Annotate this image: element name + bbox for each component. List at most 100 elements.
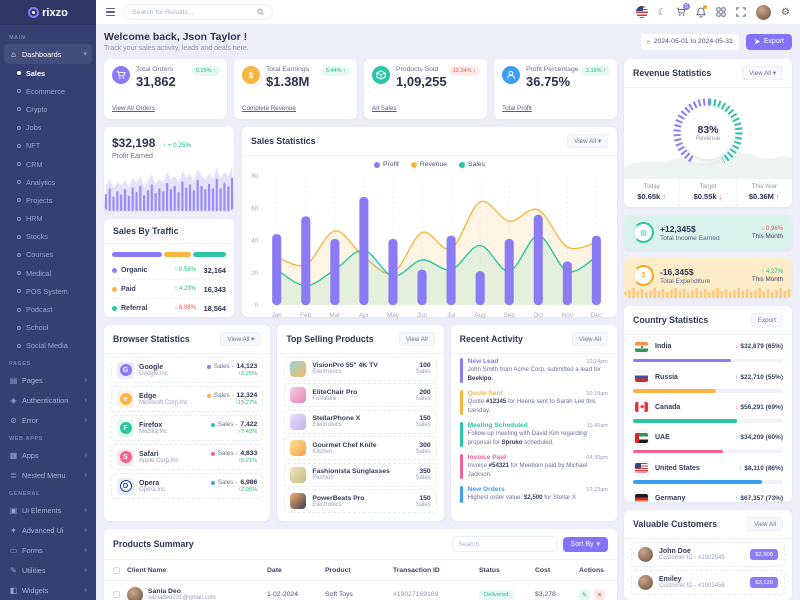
sidebar-subitem-ecommerce[interactable]: Ecommerce [0, 82, 96, 100]
sidebar-subitem-crm[interactable]: CRM [0, 155, 96, 173]
country-export-button[interactable]: Export [750, 313, 783, 327]
sort-by-button[interactable]: Sort By ▾ [562, 536, 608, 552]
sidebar-subitem-nft[interactable]: NFT [0, 137, 96, 155]
sidebar-item-ui-elements[interactable]: ▣ Ui Elements › [0, 500, 96, 520]
revenue-stat-label: This Year [751, 184, 777, 190]
safari-icon: S [117, 448, 134, 466]
traffic-change: ↓ 6.88% [174, 305, 196, 311]
sidebar-item-utilities[interactable]: ✎ Utilities › [0, 560, 96, 580]
apps-grid-icon[interactable] [716, 7, 726, 17]
stat-link[interactable]: Complete Revenue [242, 105, 296, 112]
customer-amount-badge: $2,908 [750, 549, 778, 560]
product-sales-count: 100 [419, 362, 431, 369]
sidebar-subitem-medical[interactable]: Medical [0, 264, 96, 282]
sidebar-item-authentication[interactable]: ◈ Authentication › [0, 390, 96, 410]
customers-view-all-button[interactable]: View All [747, 517, 783, 531]
header-checkbox[interactable] [113, 566, 120, 574]
sidebar-item-widgets[interactable]: ◧ Widgets › [0, 580, 96, 600]
browser-row-google[interactable]: G Google Google,Inc Sales - 14,123 ↑3.25% [111, 357, 264, 383]
dollar-icon: $ [242, 66, 260, 84]
trend-arrow-icon: ↑ [662, 192, 667, 201]
global-search[interactable] [123, 4, 273, 20]
bullet-icon [17, 252, 21, 257]
stat-link[interactable]: View All Orders [112, 105, 155, 112]
sidebar-item-nested-menu[interactable]: ≣ Nested Menu › [0, 465, 96, 485]
sidebar-subitem-label: Podcast [26, 305, 53, 315]
product-row[interactable]: Gourmet Chef Knife Kitchen 300 Sales [284, 436, 437, 460]
revenue-view-all-button[interactable]: View All ▾ [742, 66, 783, 80]
stat-link[interactable]: Total Profit [502, 105, 532, 112]
edit-icon[interactable]: ✎ [579, 589, 590, 600]
bullet-icon [17, 162, 21, 167]
browser-row-opera[interactable]: O Opera Opera,Inc Sales - 6,986 ↑2.95% [111, 473, 264, 499]
top-products-view-all-button[interactable]: View All [398, 332, 435, 346]
country-name: United States [655, 464, 700, 472]
sidebar-subitem-hrm[interactable]: HRM [0, 210, 96, 228]
browser-company: Opera,Inc [139, 486, 166, 493]
column-header: Client Name [127, 566, 167, 574]
sidebar-subitem-jobs[interactable]: Jobs [0, 119, 96, 137]
export-button[interactable]: Export [745, 33, 792, 50]
product-row[interactable]: EliteChair Pro Furniture 200 Sales [284, 383, 437, 407]
sidebar-item-advanced-ui[interactable]: ✦ Advanced Ui › [0, 520, 96, 540]
date-range-picker[interactable]: 2024-05-01 to 2024-05-31 [639, 32, 740, 51]
cart-icon[interactable]: 5 [676, 3, 691, 17]
sidebar-item-pages[interactable]: ▤ Pages › [0, 370, 96, 390]
product-row[interactable]: StellarPhone X Electronics 150 Sales [284, 409, 437, 434]
language-flag-icon[interactable] [635, 6, 648, 18]
product-row[interactable]: VisionPro 55" 4K TV Electronics 100 Sales [284, 356, 437, 381]
summary-search-input[interactable] [451, 536, 557, 552]
sidebar-subitem-social-media[interactable]: Social Media [0, 337, 96, 355]
sales-statistics-view-all-button[interactable]: View All ▾ [567, 134, 608, 148]
settings-gear-icon[interactable]: ⚙ [781, 6, 790, 18]
customer-rows: John Doe Customer ID - #1902545 $2,908 Emil… [624, 542, 792, 595]
valuable-customers-card: Valuable Customers View All John Doe Cust… [624, 510, 792, 600]
sidebar-subitem-school[interactable]: School [0, 319, 96, 337]
sidebar-item-forms[interactable]: ▭ Forms › [0, 540, 96, 560]
country-row-de: Germany ↑ $67,357 (73%) [624, 487, 792, 502]
browser-row-safari[interactable]: S Safari Apple Corp,Inc Sales - 4,833 ↑5.21% [111, 444, 264, 470]
product-row[interactable]: PowerBeats Pro Electronics 150 Sales [284, 489, 437, 513]
revenue-donut: 83% Revenue [670, 95, 746, 171]
sidebar-subitem-projects[interactable]: Projects [0, 191, 96, 209]
box-icon [372, 66, 390, 84]
sidebar-item-apps[interactable]: ▦ Apps › [0, 445, 96, 465]
cell-cost: $3,278 [535, 591, 556, 598]
customer-row[interactable]: Emiley Customer ID - #1903456 $3,120 [631, 570, 785, 595]
browser-view-all-button[interactable]: View All ▾ [220, 332, 262, 346]
country-row-ca: Canada ↓ $56,291 (69%) [624, 396, 792, 426]
notifications-icon[interactable] [696, 4, 708, 18]
delete-icon[interactable]: ✕ [594, 589, 605, 600]
dark-mode-icon[interactable]: ☾ [657, 6, 667, 17]
revenue-stat-value: $0.65k ↑ [637, 192, 667, 201]
browser-row-edge[interactable]: e Edge Microsoft Corp,Inc Sales - 12,324 ↑15… [111, 386, 264, 412]
sidebar-subitem-stocks[interactable]: Stocks [0, 228, 96, 246]
activity-view-all-button[interactable]: View All [572, 332, 608, 346]
sidebar-subitem-pos-system[interactable]: POS System [0, 282, 96, 300]
user-icon [502, 66, 520, 84]
menu-toggle-icon[interactable] [106, 7, 115, 17]
customer-row[interactable]: John Doe Customer ID - #1902545 $2,908 [631, 542, 785, 567]
sidebar-subitem-podcast[interactable]: Podcast [0, 300, 96, 318]
sidebar-subitem-sales[interactable]: Sales [0, 64, 96, 82]
stat-link[interactable]: All Sales [372, 105, 397, 112]
client-name: Sania Deo [148, 588, 181, 595]
revenue-stat-value: $0.55k ↓ [693, 192, 723, 201]
browser-row-firefox[interactable]: F Firefox Mozilla,Inc Sales - 7,422 ↑7.43% [111, 415, 264, 441]
product-row[interactable]: Fashionista Sunglasses Fashion 350 Sales [284, 462, 437, 487]
sidebar-item-error[interactable]: ⊘ Error › [0, 410, 96, 430]
home-icon: ⌂ [11, 49, 16, 59]
sidebar-item-dashboards[interactable]: ⌂ Dashboards ▾ [4, 44, 92, 64]
sidebar-subitem-crypto[interactable]: Crypto [0, 100, 96, 118]
country-value: ↑ $8,110 (86%) [739, 464, 783, 472]
legend-dot [459, 161, 466, 168]
fullscreen-icon[interactable] [736, 7, 746, 17]
sidebar-subitem-courses[interactable]: Courses [0, 246, 96, 264]
search-input[interactable] [132, 8, 252, 16]
svg-text:Aug: Aug [475, 312, 487, 319]
row-checkbox[interactable] [113, 591, 120, 598]
income-label: Total Income Earned [660, 234, 720, 242]
brand-logo[interactable]: rixzo [0, 0, 96, 25]
user-avatar[interactable] [756, 4, 772, 20]
sidebar-subitem-analytics[interactable]: Analytics [0, 173, 96, 191]
